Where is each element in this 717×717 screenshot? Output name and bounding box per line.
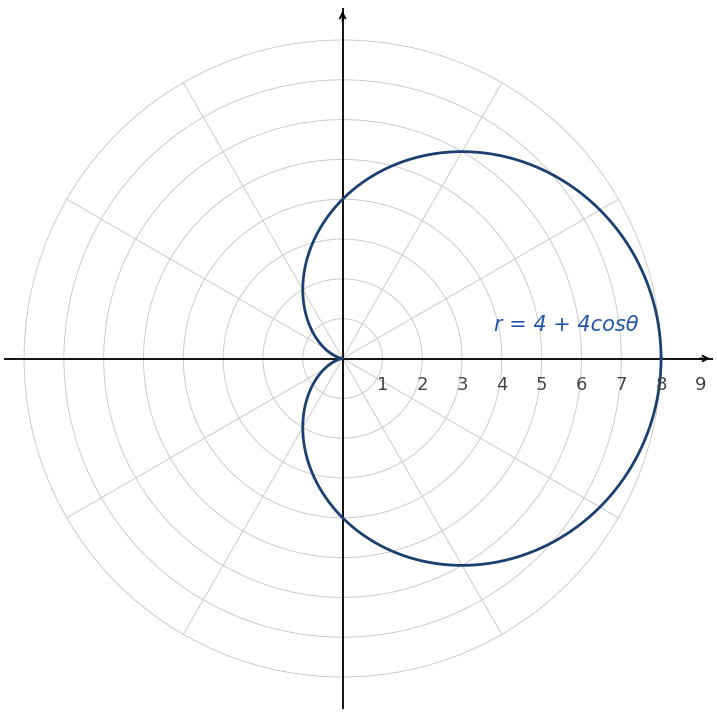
Text: 4: 4 xyxy=(496,376,508,394)
Text: 1: 1 xyxy=(376,376,388,394)
Text: 3: 3 xyxy=(456,376,467,394)
Text: 6: 6 xyxy=(576,376,587,394)
Text: 9: 9 xyxy=(695,376,707,394)
Text: 5: 5 xyxy=(536,376,547,394)
Text: r = 4 + 4cosθ: r = 4 + 4cosθ xyxy=(494,315,638,335)
Text: 7: 7 xyxy=(615,376,627,394)
Text: 8: 8 xyxy=(655,376,667,394)
Text: 2: 2 xyxy=(417,376,428,394)
